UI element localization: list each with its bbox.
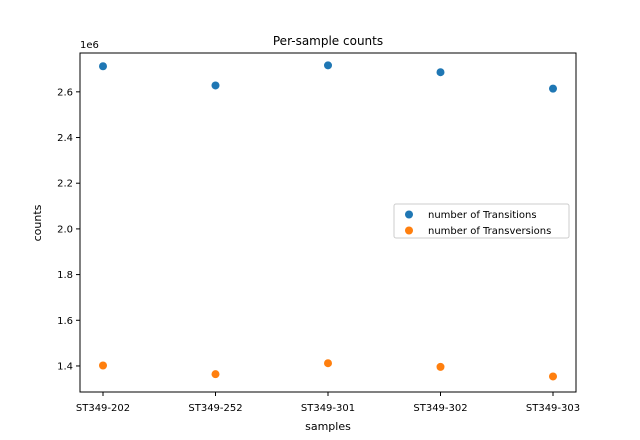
y-tick-label: 1.6 xyxy=(57,316,73,327)
x-tick-label: ST349-301 xyxy=(301,403,355,414)
legend-marker-transitions xyxy=(405,210,413,219)
transitions-point xyxy=(436,68,445,77)
transversions-point xyxy=(99,361,107,370)
legend-label-transitions: number of Transitions xyxy=(428,210,537,221)
y-scale-offset-label: 1e6 xyxy=(80,40,99,51)
y-tick-label: 1.4 xyxy=(57,361,73,372)
transversions-point xyxy=(549,372,557,381)
legend-box xyxy=(393,203,570,239)
transitions-point xyxy=(324,61,332,70)
legend-label-transversions: number of Transversions xyxy=(428,226,551,237)
chart-title: Per-sample counts xyxy=(273,34,383,48)
transversions-point xyxy=(211,370,220,379)
x-axis-ticks: ST349-202 ST349-252 ST349-301 ST349-302 ST34… xyxy=(76,392,580,414)
transitions-point xyxy=(549,84,557,93)
transversions-point xyxy=(436,362,445,371)
y-tick-label: 2.2 xyxy=(57,179,73,190)
y-axis-label: counts xyxy=(31,204,44,241)
y-tick-label: 2.6 xyxy=(57,87,73,98)
x-axis-label: samples xyxy=(305,420,351,433)
y-tick-label: 1.8 xyxy=(57,270,73,281)
y-tick-label: 2.4 xyxy=(57,133,73,144)
y-tick-label: 2.0 xyxy=(57,224,73,235)
transitions-point xyxy=(99,62,107,71)
x-tick-label: ST349-303 xyxy=(526,403,580,414)
transversions-point xyxy=(324,359,332,368)
legend-marker-transversions xyxy=(405,226,413,235)
plot-frame xyxy=(79,52,577,393)
data-points xyxy=(99,61,557,381)
legend: number of Transitions number of Transver… xyxy=(393,203,570,239)
x-tick-label: ST349-252 xyxy=(188,403,242,414)
transitions-point xyxy=(211,81,220,90)
x-tick-label: ST349-302 xyxy=(413,403,467,414)
x-tick-label: ST349-202 xyxy=(76,403,130,414)
y-axis-ticks: 1.4 1.6 1.8 2.0 2.2 2.4 2.6 xyxy=(57,87,80,372)
